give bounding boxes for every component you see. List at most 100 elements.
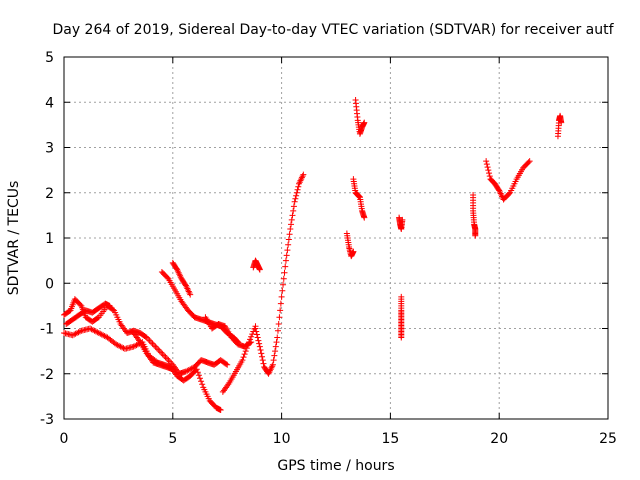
data-point (272, 343, 279, 350)
data-point (290, 207, 297, 214)
series-track-n (396, 214, 406, 232)
series-track-q (483, 158, 533, 203)
data-point (193, 366, 200, 373)
series-track-i (250, 257, 263, 273)
data-point (291, 198, 298, 205)
data-point (163, 355, 170, 362)
data-point (194, 369, 201, 376)
data-point (283, 252, 290, 259)
data-point (223, 360, 230, 367)
data-point (164, 274, 171, 281)
data-point (277, 300, 284, 307)
x-tick-label: 20 (490, 431, 508, 447)
data-point (255, 337, 262, 344)
y-tick-label: 3 (45, 141, 54, 157)
series-track-o (398, 293, 405, 341)
data-point (295, 183, 302, 190)
series-track-b (61, 325, 224, 413)
data-point (399, 216, 406, 223)
data-point (254, 334, 261, 341)
data-point (217, 406, 224, 413)
data-point (169, 366, 176, 373)
data-point (274, 327, 281, 334)
axis-ticks: 0 5 10 15 20 25 -3 -2 -1 0 1 2 3 4 5 (40, 50, 617, 447)
data-point (198, 378, 205, 385)
data-point (258, 350, 265, 357)
data-point (155, 346, 162, 353)
y-tick-label: 5 (45, 50, 54, 66)
data-point (280, 281, 287, 288)
data-point (248, 333, 255, 340)
data-point (505, 190, 512, 197)
data-points (61, 96, 565, 413)
data-point (256, 266, 263, 273)
data-point (199, 381, 206, 388)
data-point (239, 357, 246, 364)
data-point (158, 349, 165, 356)
data-point (472, 232, 479, 239)
series-track-f (169, 259, 194, 298)
y-tick-label: -1 (40, 322, 54, 338)
series-track-h (219, 323, 259, 395)
data-point (224, 361, 231, 368)
data-point (483, 161, 490, 168)
data-point (256, 340, 263, 347)
data-point (288, 221, 295, 228)
data-point (274, 334, 281, 341)
data-point (106, 302, 113, 309)
data-point (94, 314, 101, 321)
data-point (253, 328, 260, 335)
data-point (483, 158, 490, 165)
data-point (159, 351, 166, 358)
data-point (292, 195, 299, 202)
data-point (293, 189, 300, 196)
data-point (288, 216, 295, 223)
data-point (259, 357, 266, 364)
x-tick-label: 15 (381, 431, 399, 447)
data-point (244, 342, 251, 349)
data-point (156, 348, 163, 355)
chart-title: Day 264 of 2019, Sidereal Day-to-day VTE… (52, 22, 614, 38)
x-tick-label: 5 (168, 431, 177, 447)
data-point (287, 225, 294, 232)
data-point (148, 339, 155, 346)
data-point (290, 203, 297, 210)
data-point (281, 269, 288, 276)
data-point (280, 275, 287, 282)
data-point (270, 357, 277, 364)
data-point (253, 331, 260, 338)
series-track-c (63, 300, 113, 327)
data-point (152, 343, 159, 350)
series-track-j (252, 171, 307, 377)
data-point (278, 293, 285, 300)
y-tick-label: -2 (40, 367, 54, 383)
series-track-k (343, 230, 357, 260)
data-point (161, 352, 168, 359)
data-point (173, 265, 180, 272)
data-point (256, 343, 263, 350)
data-point (398, 334, 405, 341)
y-tick-label: -3 (40, 412, 54, 428)
data-point (271, 352, 278, 359)
y-tick-label: 0 (45, 276, 54, 292)
data-point (259, 353, 266, 360)
x-axis-label: GPS time / hours (277, 458, 394, 474)
data-point (294, 186, 301, 193)
data-point (272, 348, 279, 355)
data-point (149, 340, 156, 347)
data-point (252, 325, 259, 332)
data-point (486, 173, 493, 180)
data-point (282, 257, 289, 264)
data-point (350, 248, 357, 255)
data-point (241, 351, 248, 358)
data-point (146, 337, 153, 344)
grid (64, 57, 608, 419)
data-point (286, 231, 293, 238)
y-tick-label: 1 (45, 231, 54, 247)
data-point (162, 354, 169, 361)
data-point (361, 119, 368, 126)
data-point (285, 236, 292, 243)
data-point (282, 263, 289, 270)
x-tick-label: 0 (60, 431, 69, 447)
